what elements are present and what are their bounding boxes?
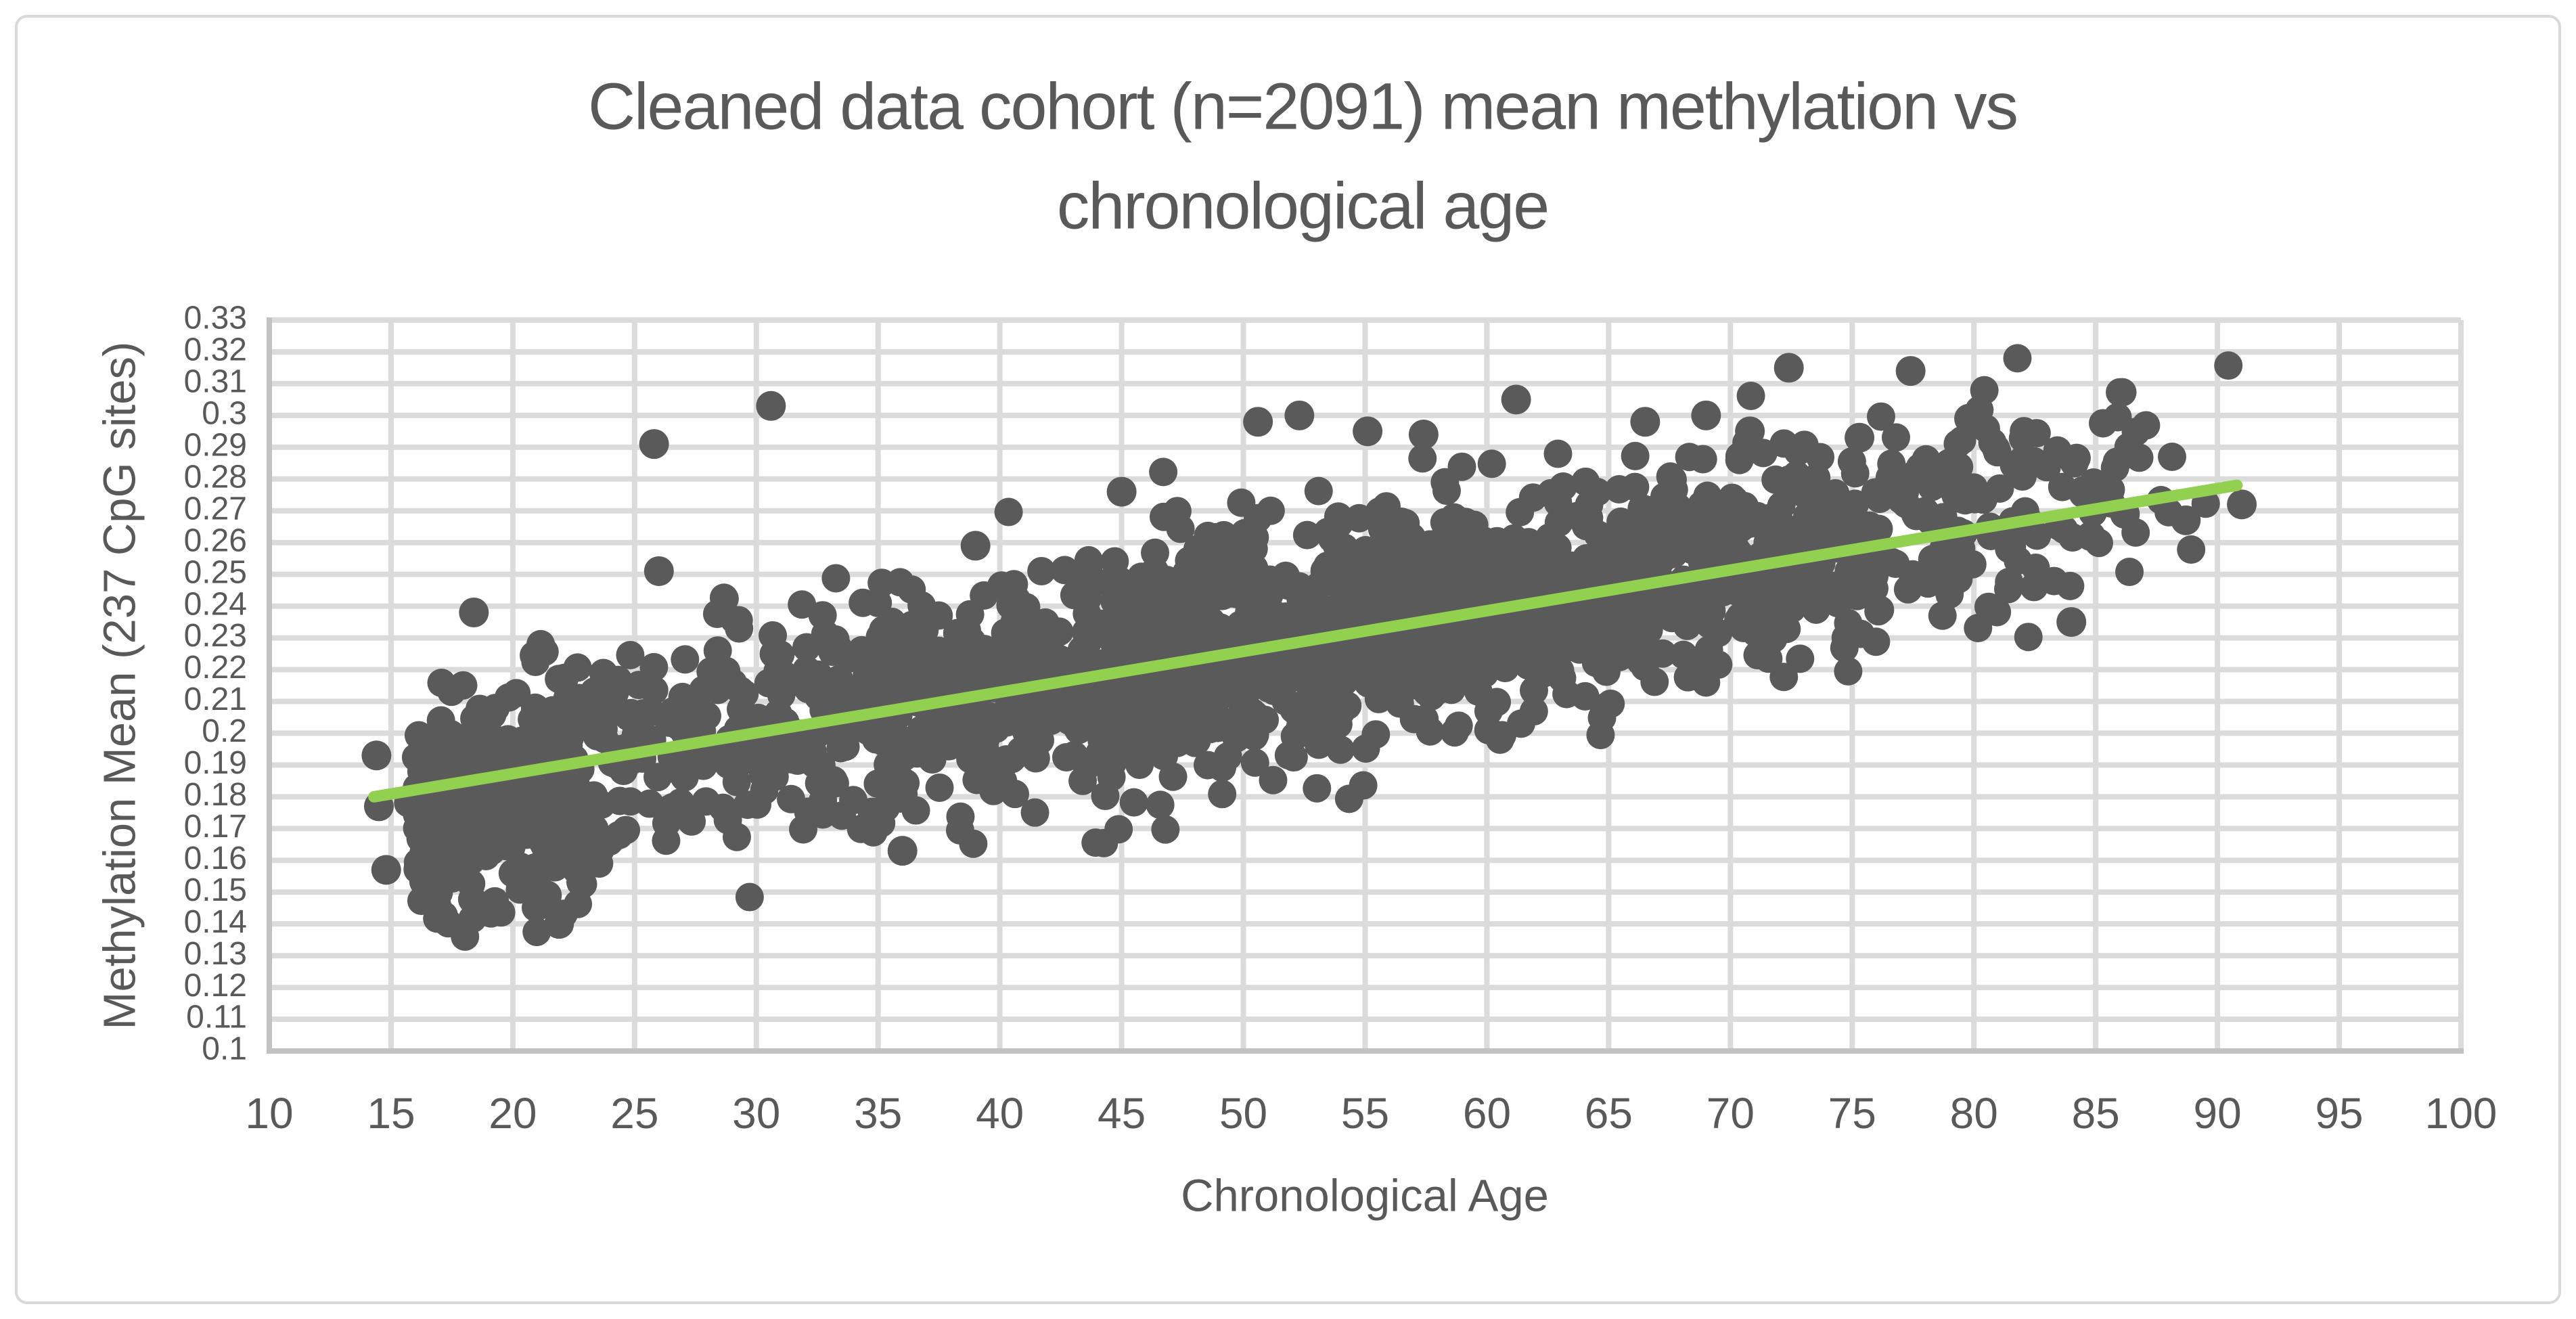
y-axis-tick-labels: 0.10.110.120.130.140.150.160.170.180.190… xyxy=(184,300,247,1067)
svg-text:0.3: 0.3 xyxy=(202,396,247,432)
svg-text:0.29: 0.29 xyxy=(184,427,247,463)
svg-text:15: 15 xyxy=(367,1089,415,1138)
svg-text:100: 100 xyxy=(2425,1089,2498,1138)
svg-text:0.11: 0.11 xyxy=(186,1000,247,1035)
svg-text:0.13: 0.13 xyxy=(184,936,247,972)
svg-text:80: 80 xyxy=(1950,1089,1998,1138)
svg-text:55: 55 xyxy=(1341,1089,1389,1138)
x-axis-tick-labels: 10 15 20 25 30 35 40 45 50 55 60 65 70 75 80 85 90 95 100 xyxy=(245,1089,2497,1138)
svg-text:0.14: 0.14 xyxy=(184,904,247,940)
svg-text:0.1: 0.1 xyxy=(202,1031,247,1067)
trendline xyxy=(368,479,2243,803)
svg-text:0.33: 0.33 xyxy=(184,300,247,336)
svg-text:40: 40 xyxy=(976,1089,1024,1138)
svg-text:10: 10 xyxy=(245,1089,293,1138)
svg-text:50: 50 xyxy=(1219,1089,1267,1138)
svg-text:0.12: 0.12 xyxy=(184,968,247,1004)
svg-text:25: 25 xyxy=(610,1089,658,1138)
svg-text:70: 70 xyxy=(1707,1089,1755,1138)
svg-text:85: 85 xyxy=(2072,1089,2120,1138)
x-axis-title: Chronological Age xyxy=(1181,1171,1549,1222)
svg-text:0.28: 0.28 xyxy=(184,459,247,495)
svg-text:0.26: 0.26 xyxy=(184,522,247,558)
svg-text:0.18: 0.18 xyxy=(184,777,247,813)
svg-text:60: 60 xyxy=(1463,1089,1511,1138)
svg-text:95: 95 xyxy=(2315,1089,2363,1138)
chart-title-line-1: Cleaned data cohort (n=2091) mean methyl… xyxy=(588,70,2017,143)
svg-text:35: 35 xyxy=(854,1089,902,1138)
svg-text:0.25: 0.25 xyxy=(184,554,247,590)
svg-text:75: 75 xyxy=(1828,1089,1876,1138)
svg-text:65: 65 xyxy=(1585,1089,1633,1138)
svg-text:20: 20 xyxy=(489,1089,537,1138)
svg-text:0.19: 0.19 xyxy=(184,745,247,781)
y-axis-title: Methylation Mean (237 CpG sites) xyxy=(95,342,145,1030)
svg-text:0.17: 0.17 xyxy=(184,809,247,845)
svg-text:0.27: 0.27 xyxy=(184,491,247,527)
svg-text:30: 30 xyxy=(732,1089,780,1138)
svg-text:45: 45 xyxy=(1098,1089,1146,1138)
svg-text:0.24: 0.24 xyxy=(184,586,247,622)
svg-text:0.31: 0.31 xyxy=(184,364,247,400)
svg-text:0.22: 0.22 xyxy=(184,650,247,686)
svg-text:90: 90 xyxy=(2194,1089,2242,1138)
svg-text:0.15: 0.15 xyxy=(184,872,247,908)
svg-text:0.16: 0.16 xyxy=(184,841,247,876)
svg-text:0.23: 0.23 xyxy=(184,618,247,654)
svg-text:0.2: 0.2 xyxy=(202,713,247,749)
svg-text:0.21: 0.21 xyxy=(184,681,247,717)
chart-title-line-2: chronological age xyxy=(1057,169,1548,243)
svg-text:0.32: 0.32 xyxy=(184,332,247,368)
